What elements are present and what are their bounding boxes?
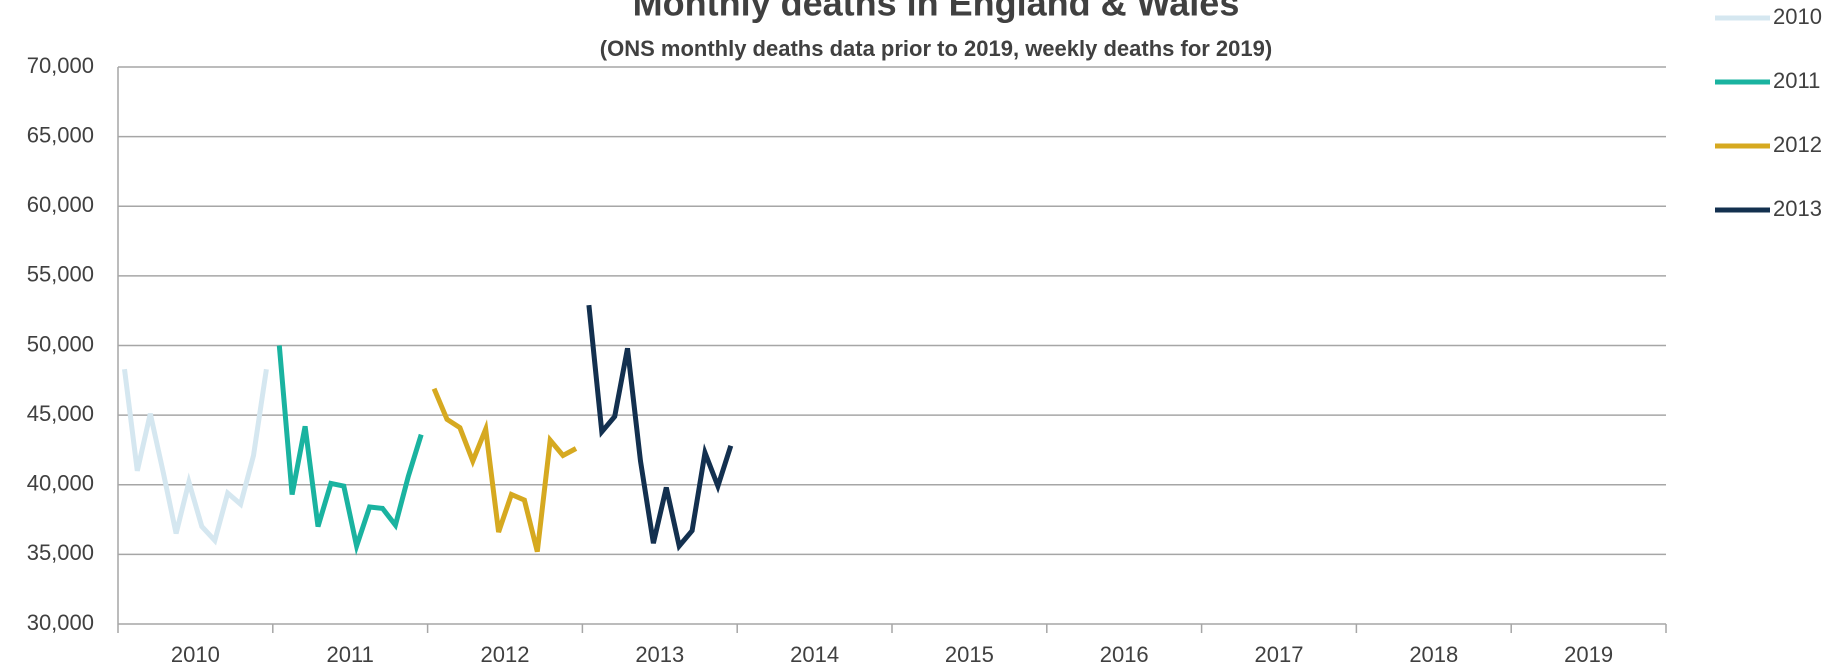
y-tick-label: 45,000: [27, 401, 94, 426]
x-tick-label: 2019: [1564, 642, 1613, 667]
y-tick-label: 35,000: [27, 540, 94, 565]
y-tick-label: 40,000: [27, 471, 94, 496]
x-tick-label: 2015: [945, 642, 994, 667]
series-line: [276, 345, 424, 556]
legend-label: 2011: [1773, 68, 1820, 93]
legend-label: 2013: [1773, 196, 1822, 221]
x-tick-label: 2014: [790, 642, 839, 667]
chart-title: Monthly deaths in England & Wales: [633, 0, 1240, 24]
y-tick-label: 60,000: [27, 192, 94, 217]
x-tick-label: 2017: [1255, 642, 1304, 667]
y-tick-label: 55,000: [27, 262, 94, 287]
x-tick-label: 2016: [1100, 642, 1149, 667]
series-line: [431, 387, 578, 553]
x-tick-label: 2012: [481, 642, 530, 667]
y-tick-label: 50,000: [27, 331, 94, 356]
y-tick-label: 30,000: [27, 610, 94, 635]
legend-label: 2012: [1773, 132, 1822, 157]
x-tick-label: 2018: [1409, 642, 1458, 667]
x-tick-label: 2011: [327, 642, 374, 667]
y-tick-label: 70,000: [27, 53, 94, 78]
series-line: [586, 304, 734, 552]
chart-subtitle: (ONS monthly deaths data prior to 2019, …: [600, 36, 1272, 61]
series-line: [122, 368, 269, 546]
x-tick-label: 2010: [171, 642, 220, 667]
x-tick-label: 2013: [635, 642, 684, 667]
y-tick-label: 65,000: [27, 122, 94, 147]
legend-label: 2010: [1773, 4, 1822, 29]
